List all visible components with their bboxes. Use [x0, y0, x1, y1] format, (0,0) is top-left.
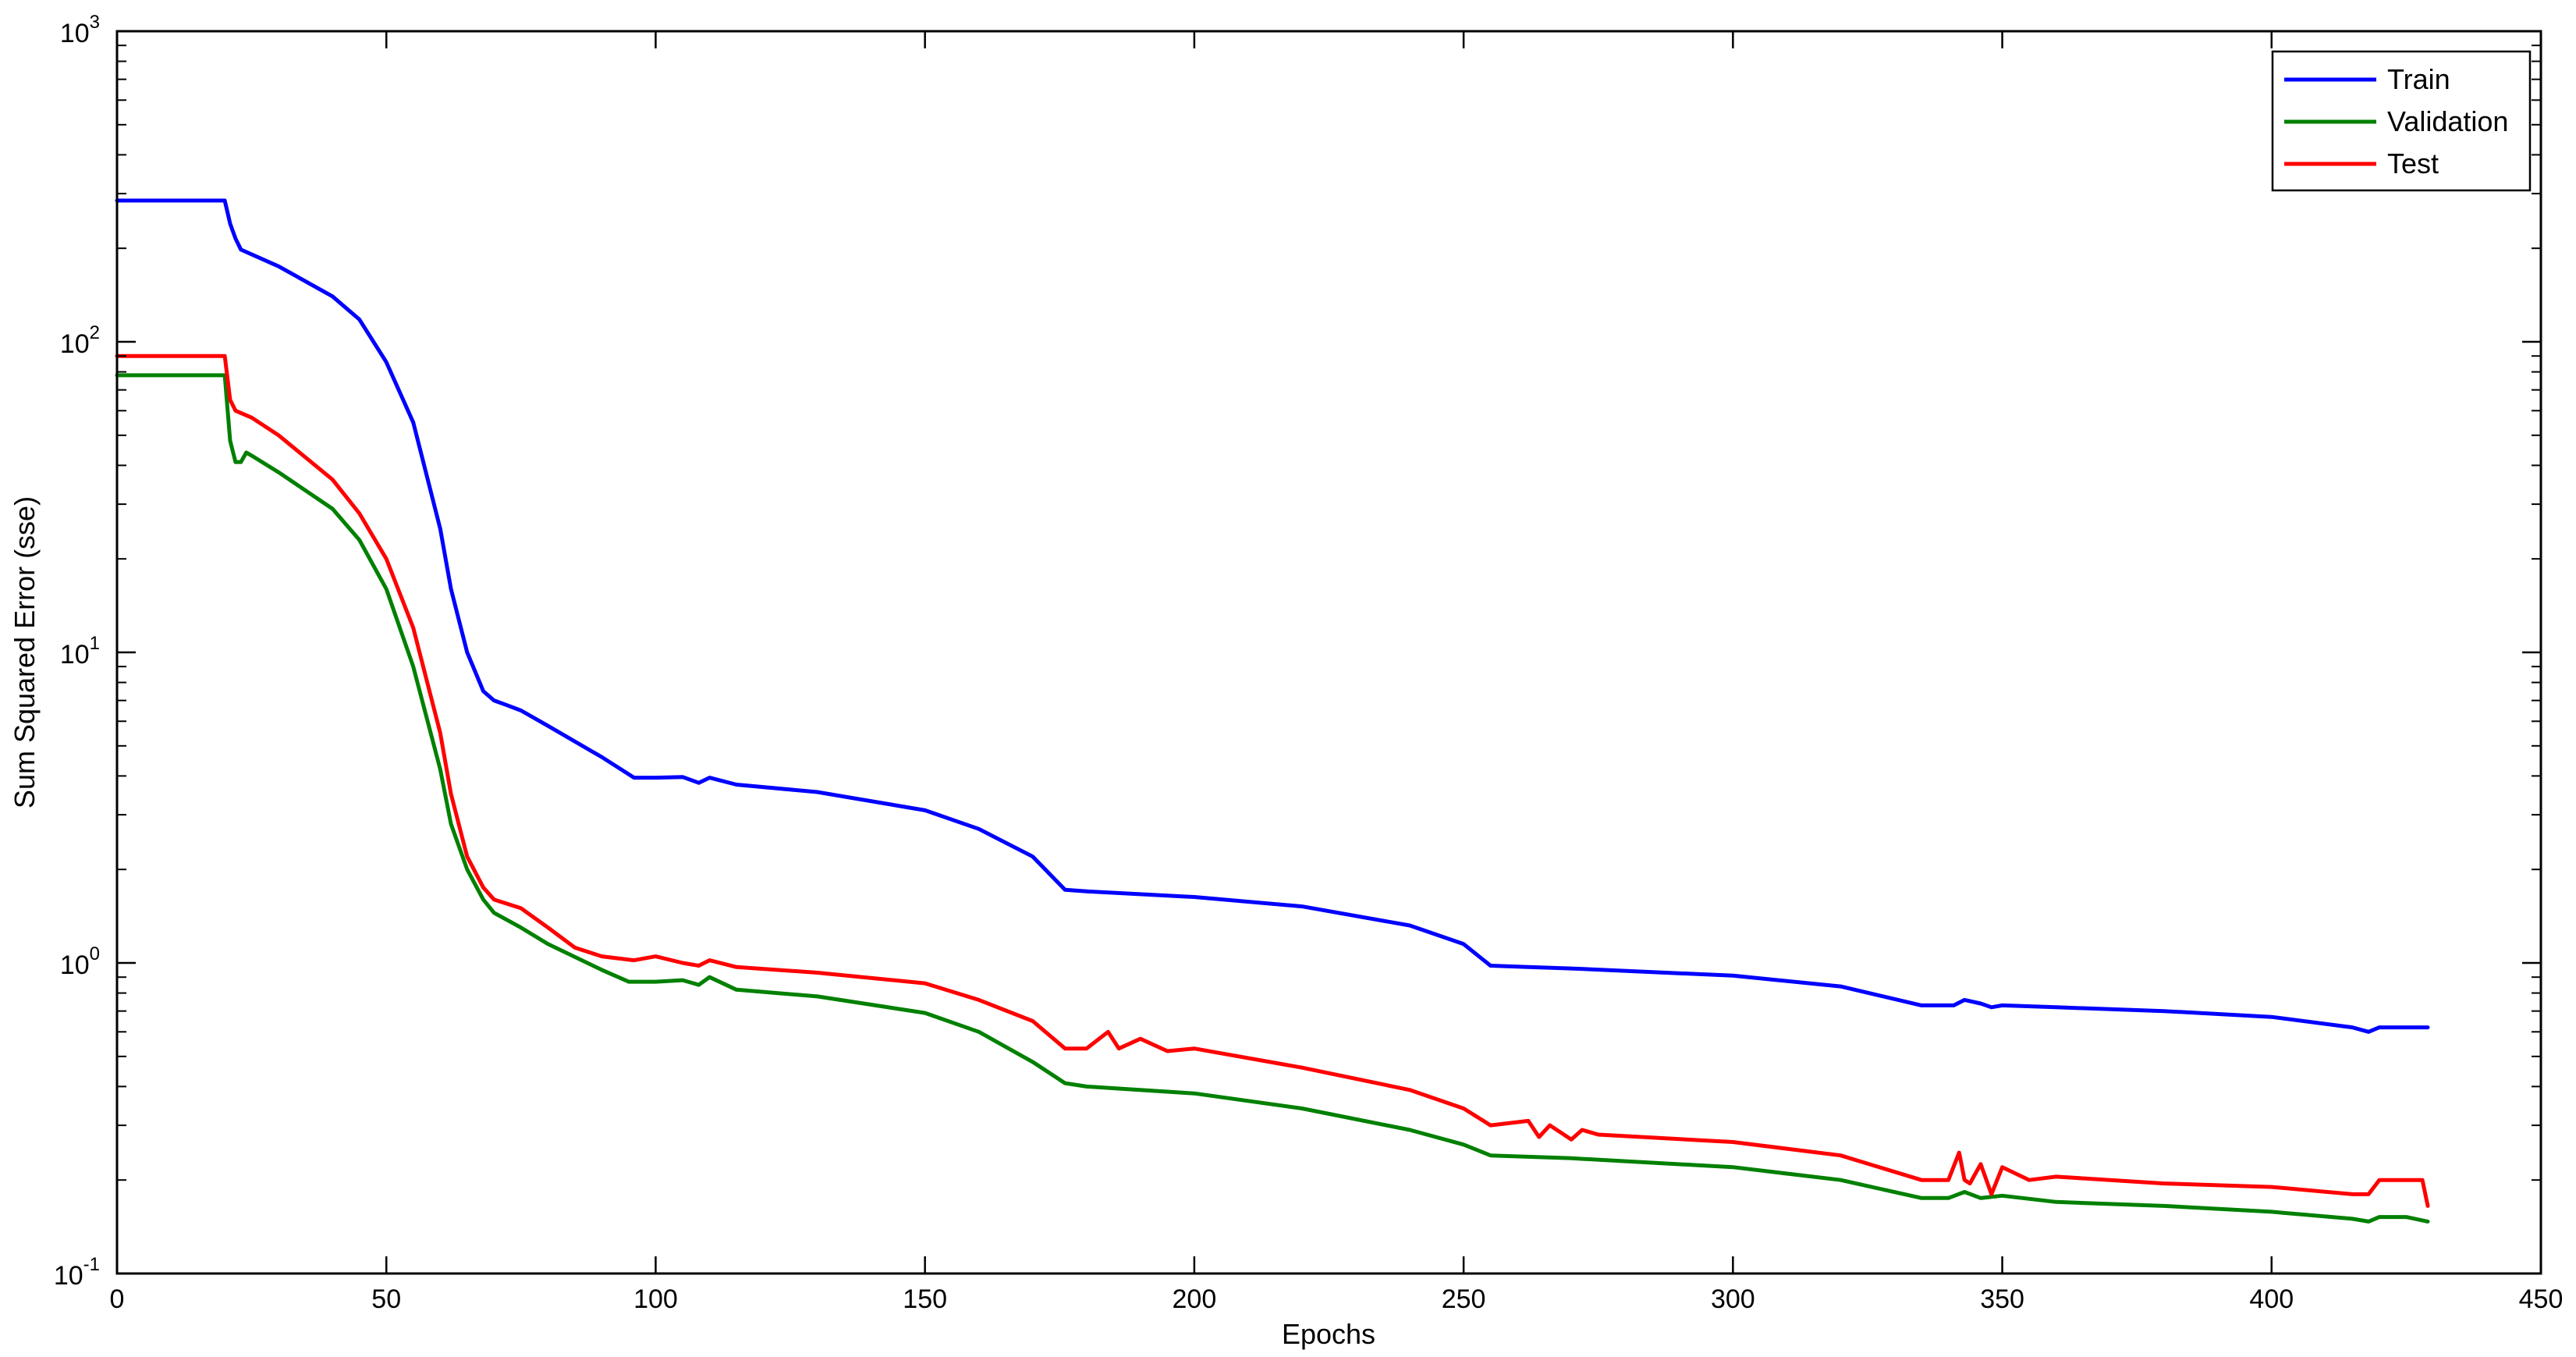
- legend-label-test: Test: [2387, 147, 2439, 179]
- x-tick-label: 50: [371, 1284, 401, 1314]
- x-tick-label: 250: [1442, 1284, 1486, 1314]
- x-tick-label: 150: [903, 1284, 947, 1314]
- plot-background: [117, 31, 2541, 1274]
- y-tick-label: 101: [60, 633, 100, 670]
- legend-label-validation: Validation: [2387, 105, 2508, 137]
- series-layer: [115, 198, 2430, 1224]
- x-tick-label: 450: [2519, 1284, 2564, 1314]
- series-line-train: [115, 198, 2430, 1034]
- x-tick-label: 0: [110, 1284, 125, 1314]
- y-tick-label: 100: [60, 943, 100, 980]
- y-tick-label: 10-1: [54, 1254, 100, 1291]
- x-tick-label: 400: [2249, 1284, 2294, 1314]
- legend: Train Validation Test: [2271, 50, 2532, 192]
- x-tick-label: 200: [1173, 1284, 1217, 1314]
- y-tick-label: 102: [60, 322, 100, 359]
- y-axis-title: Sum Squared Error (sse): [9, 496, 41, 808]
- y-tick-label: 103: [60, 12, 100, 48]
- x-axis-title: Epochs: [1282, 1318, 1375, 1350]
- x-tick-label: 350: [1980, 1284, 2024, 1314]
- x-tick-label: 100: [633, 1284, 678, 1314]
- ticks-layer: 0 50 100 150 200 250 300 350 400 450 10-1 100 101 102…: [54, 12, 2564, 1314]
- series-line-validation: [115, 373, 2430, 1224]
- x-tick-label: 300: [1711, 1284, 1755, 1314]
- series-line-test: [115, 353, 2430, 1208]
- plot-area: [117, 31, 2541, 1274]
- legend-label-train: Train: [2387, 63, 2450, 95]
